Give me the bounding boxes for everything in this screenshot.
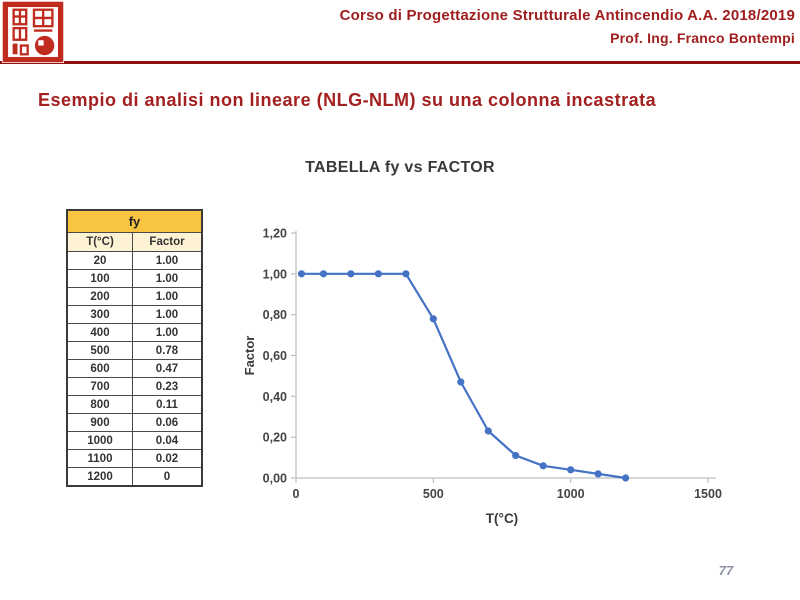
- x-tick-label: 500: [423, 487, 444, 501]
- table-row: 100 1.00: [66, 269, 203, 288]
- cell-temperature: 500: [66, 341, 133, 360]
- table-row: 700 0.23: [66, 377, 203, 396]
- slide-title: Esempio di analisi non lineare (NLG-NLM)…: [38, 90, 657, 110]
- cell-temperature: 700: [66, 377, 133, 396]
- y-tick-label: 0,80: [263, 308, 287, 322]
- data-point-marker: [512, 451, 520, 460]
- x-tick-label: 0: [293, 487, 300, 501]
- cell-factor: 0.47: [132, 359, 203, 378]
- y-tick-label: 1,00: [263, 267, 287, 281]
- cell-factor: 0.78: [132, 341, 203, 360]
- data-point-marker: [429, 315, 437, 323]
- data-point-marker: [484, 427, 492, 435]
- page-number: 77: [718, 563, 734, 578]
- data-point-marker: [539, 462, 547, 470]
- data-point-marker: [402, 270, 410, 278]
- cell-factor: 1.00: [132, 305, 203, 324]
- y-tick-label: 0,20: [263, 431, 287, 445]
- y-tick-label: 0,40: [263, 390, 287, 404]
- table-row: 500 0.78: [66, 341, 203, 360]
- cell-temperature: 100: [66, 269, 133, 288]
- data-point-marker: [297, 270, 306, 278]
- cell-temperature: 1100: [66, 449, 133, 468]
- cell-factor: 0.23: [132, 377, 203, 396]
- cell-factor: 0.02: [132, 449, 203, 468]
- cell-temperature: 200: [66, 287, 133, 306]
- fy-table: fy T(°C) Factor 20 1.00 100 1.00 200 1.00 300 1…: [66, 209, 203, 487]
- cell-factor: 0.04: [132, 431, 203, 450]
- cell-factor: 0.06: [132, 413, 203, 432]
- header-divider: [0, 61, 800, 64]
- cell-factor: 1.00: [132, 287, 203, 306]
- table-col-factor: Factor: [132, 232, 203, 252]
- cell-temperature: 900: [66, 413, 133, 432]
- table-row: 1000 0.04: [66, 431, 203, 450]
- data-point-marker: [374, 270, 382, 278]
- table-title: fy: [66, 209, 203, 233]
- professor-name: Prof. Ing. Franco Bontempi: [610, 30, 795, 46]
- cell-temperature: 20: [66, 251, 133, 270]
- header: Corso di Progettazione Strutturale Antin…: [340, 6, 795, 47]
- y-tick-label: 0,60: [263, 349, 287, 363]
- cell-factor: 1.00: [132, 323, 203, 342]
- x-tick-label: 1000: [557, 487, 585, 501]
- table-row: 200 1.00: [66, 287, 203, 306]
- table-row: 600 0.47: [66, 359, 203, 378]
- y-tick-label: 0,00: [263, 472, 287, 486]
- cell-factor: 1.00: [132, 269, 203, 288]
- course-title: Corso di Progettazione Strutturale Antin…: [339, 7, 795, 24]
- table-row: 1100 0.02: [66, 449, 203, 468]
- cell-temperature: 400: [66, 323, 133, 342]
- data-point-marker: [347, 270, 355, 278]
- y-tick-label: 1,20: [263, 227, 287, 241]
- x-tick-label: 1500: [694, 487, 722, 501]
- table-row: 800 0.11: [66, 395, 203, 414]
- cell-factor: 0: [132, 467, 203, 487]
- cell-temperature: 300: [66, 305, 133, 324]
- cell-temperature: 1200: [66, 467, 133, 487]
- table-col-temperature: T(°C): [66, 232, 133, 252]
- chart-title: TABELLA fy vs FACTOR: [305, 159, 495, 176]
- table-header-row: T(°C) Factor: [66, 232, 203, 252]
- cell-factor: 1.00: [132, 251, 203, 270]
- fy-factor-chart: 0,00 0,20 0,40 0,60 0,80 1,00 1,20 0 500 1000 1500…: [242, 227, 722, 527]
- data-point-marker: [319, 270, 328, 278]
- table-title-row: fy: [66, 209, 203, 233]
- data-point-marker: [594, 470, 602, 478]
- data-point-marker: [567, 466, 575, 474]
- cell-temperature: 600: [66, 359, 133, 378]
- table-row: 300 1.00: [66, 305, 203, 324]
- cell-temperature: 800: [66, 395, 133, 414]
- university-seal-icon: [2, 1, 64, 63]
- data-point-marker: [457, 378, 465, 386]
- table-row: 400 1.00: [66, 323, 203, 342]
- table-row: 20 1.00: [66, 251, 203, 270]
- data-point-marker: [622, 474, 630, 482]
- cell-temperature: 1000: [66, 431, 133, 450]
- cell-factor: 0.11: [132, 395, 203, 414]
- x-axis-title: T(°C): [486, 511, 518, 526]
- table-row: 1200 0: [66, 467, 203, 487]
- y-axis-title: Factor: [242, 336, 257, 376]
- table-row: 900 0.06: [66, 413, 203, 432]
- data-line: [301, 272, 626, 480]
